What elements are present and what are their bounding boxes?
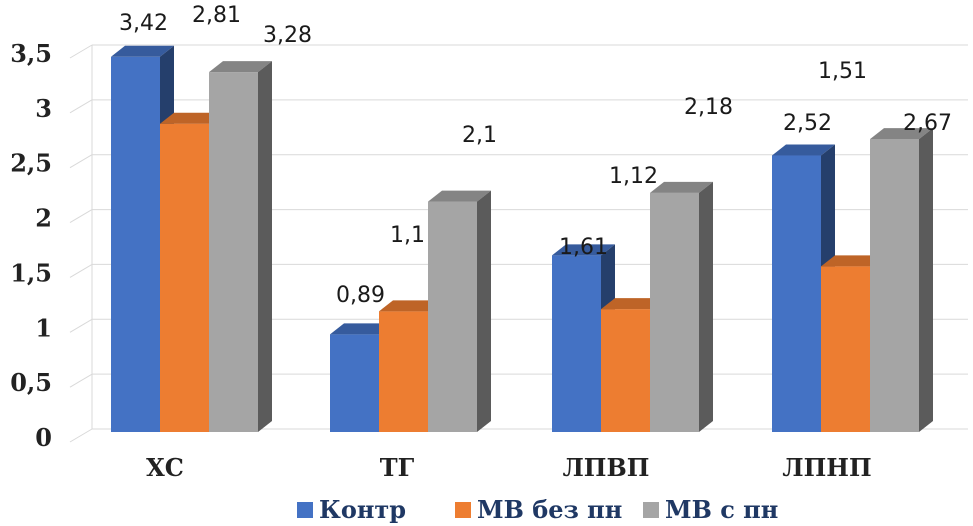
x-tick-label: ТГ [380,453,415,482]
y-tick-label: 2,5 [10,149,52,178]
data-label: 3,28 [263,23,312,48]
bar [650,181,713,432]
y-tick-label: 0,5 [10,368,52,397]
y-tick-label: 1 [35,313,52,342]
y-tick-label: 1,5 [10,258,52,287]
grid-line-diagonal [69,99,93,114]
data-labels: 3,42 2,81 3,28 0,89 1,1 2,1 1,61 1,12 2,18 2,52 1,… [119,3,952,308]
bar-front [650,192,699,432]
bar-top [379,300,442,312]
data-label: 1,51 [818,59,867,84]
y-tick-label: 2 [35,204,52,233]
bar-top [821,255,884,267]
bar-top [552,244,615,256]
bar-top [772,144,835,156]
bar-front [552,255,601,432]
bar [821,255,884,432]
bar-front [209,72,258,432]
grid-line-diagonal [69,209,93,224]
grid-line-diagonal [69,44,93,59]
bar-top [160,112,223,124]
data-label: 2,1 [462,123,497,148]
grid-line-diagonal [69,263,93,278]
x-tick-label: ЛПНП [782,453,871,482]
legend-swatch [297,502,313,518]
bar-side [258,61,272,432]
legend-item: МВ без пн [455,495,622,524]
y-axis-ticks: 0 0,5 1 1,5 2 2,5 3 3,5 [10,39,52,452]
bar-front [821,266,870,432]
bar-top [111,45,174,57]
data-label: 3,42 [119,11,168,36]
y-tick-label: 3 [35,94,52,123]
bar [428,190,491,432]
x-tick-label: ЛПВП [563,453,650,482]
legend-label: МВ без пн [477,495,622,524]
bar-top [330,323,393,335]
bars [111,45,933,433]
bar-side [477,190,491,432]
data-label: 2,67 [903,111,952,136]
bar-front [601,309,650,432]
bar-top [209,61,272,73]
bar [870,128,933,432]
legend-label: Контр [319,495,406,524]
data-label: 2,81 [192,3,241,28]
data-label: 1,12 [609,164,658,189]
bar-top [870,128,933,140]
bar-front [772,155,821,432]
grid-line-diagonal [69,318,93,333]
y-tick-label: 3,5 [10,39,52,68]
data-label: 0,89 [336,283,385,308]
data-label: 1,1 [390,223,425,248]
bar-front [330,334,379,432]
legend-item: Контр [297,495,406,524]
legend-item: МВ с пн [643,495,778,524]
bar-side [699,181,713,432]
bar-side [919,128,933,432]
bar [209,61,272,432]
y-tick-label: 0 [35,423,52,452]
data-label: 1,61 [559,235,608,260]
x-tick-label: ХС [146,453,184,482]
bar-front [160,123,209,433]
category-labels: ХС ТГ ЛПВП ЛПНП [146,453,871,482]
bar-top [601,298,664,310]
grid-line-diagonal [69,428,93,443]
data-label: 2,52 [783,111,832,136]
legend-swatch [643,502,659,518]
bar-front [379,311,428,432]
bar-top [428,190,491,202]
bar-front [870,139,919,432]
bar-top [650,181,713,193]
grid-line-diagonal [69,154,93,169]
data-label: 2,18 [684,95,733,120]
legend-swatch [455,502,471,518]
grid-line-diagonal [69,373,93,388]
bar-front [111,56,160,433]
bar-front [428,201,477,432]
legend-label: МВ с пн [665,495,778,524]
legend: Контр МВ без пн МВ с пн [297,495,778,524]
